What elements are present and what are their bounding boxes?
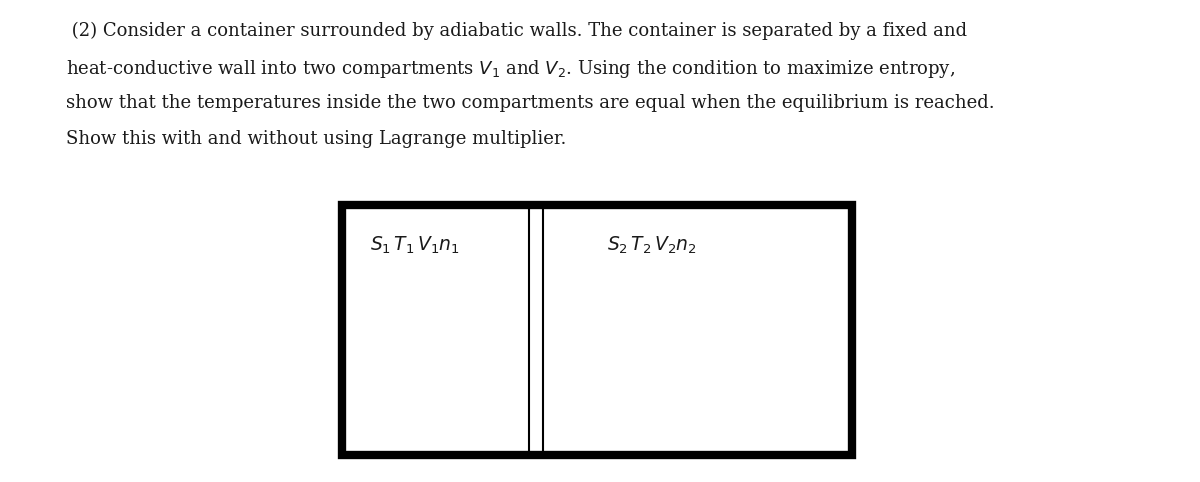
Text: Show this with and without using Lagrange multiplier.: Show this with and without using Lagrang… [66,130,566,148]
Text: $S_1\, T_1\, V_1 n_1$: $S_1\, T_1\, V_1 n_1$ [370,234,460,255]
Text: (2) Consider a container surrounded by adiabatic walls. The container is separat: (2) Consider a container surrounded by a… [66,22,967,40]
Text: heat-conductive wall into two compartments $V_1$ and $V_2$. Using the condition : heat-conductive wall into two compartmen… [66,58,955,80]
Bar [342,205,852,455]
Text: show that the temperatures inside the two compartments are equal when the equili: show that the temperatures inside the tw… [66,94,995,112]
Text: $S_2\, T_2\, V_2 n_2$: $S_2\, T_2\, V_2 n_2$ [607,234,697,255]
